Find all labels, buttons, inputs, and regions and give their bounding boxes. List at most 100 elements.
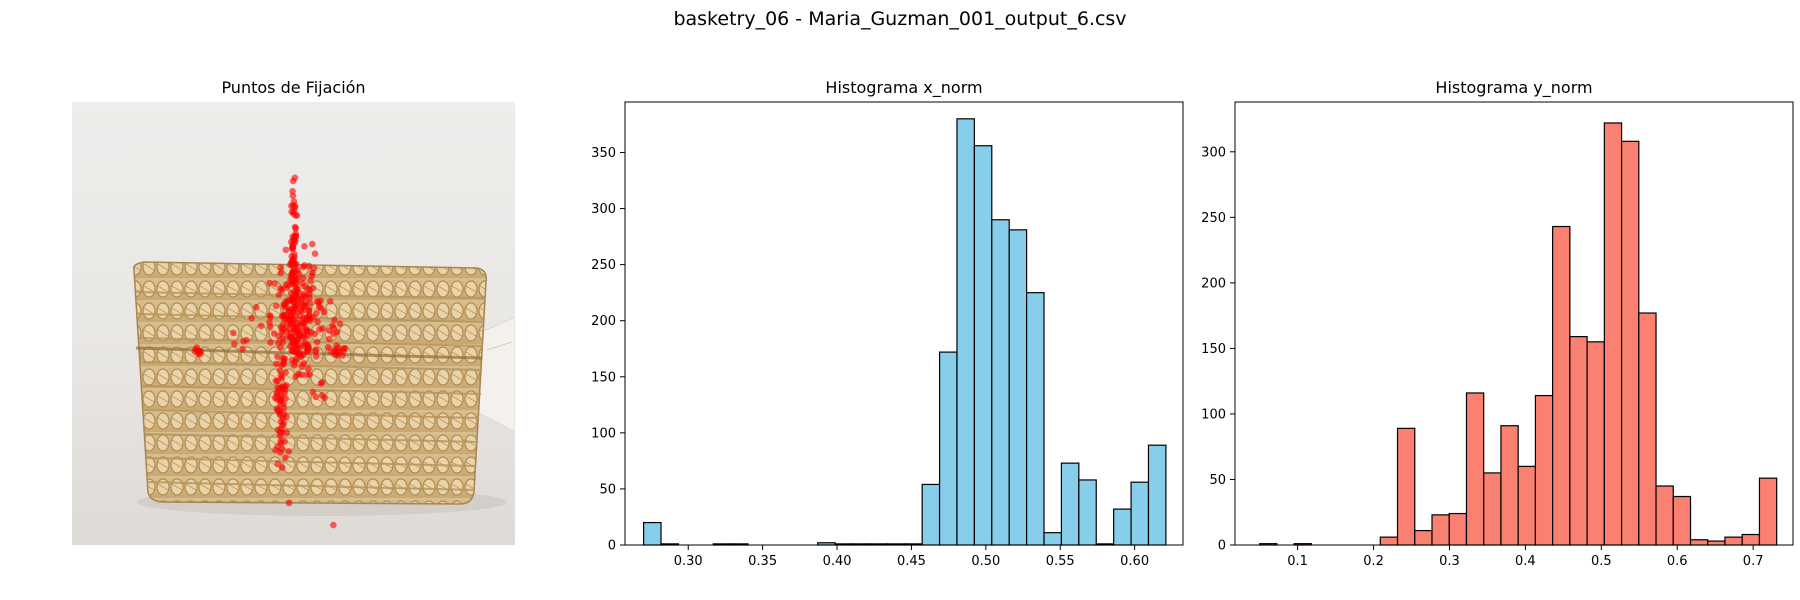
fixation-point	[293, 355, 300, 363]
fixation-point	[274, 377, 281, 385]
x-hist-xtick-label: 0.30	[674, 554, 703, 569]
fixation-point	[288, 253, 295, 260]
y-hist-bars	[1259, 122, 1778, 546]
fixation-point	[282, 454, 289, 461]
y-hist-bar	[1500, 425, 1519, 546]
fixation-point	[331, 316, 338, 324]
x-hist-bar	[851, 543, 871, 546]
y-hist-ytick-label: 0	[1218, 539, 1226, 554]
fixation-point	[300, 360, 308, 367]
fixation-point	[279, 421, 286, 429]
panel-title-y-hist: Histograma y_norm	[1435, 78, 1593, 97]
x-hist-bar	[886, 543, 906, 546]
fixation-point	[304, 342, 312, 349]
fixation-points	[191, 174, 349, 529]
fixation-point	[231, 340, 238, 348]
y-hist-bar	[1534, 394, 1554, 546]
fixation-point	[314, 318, 321, 326]
fixation-point	[293, 276, 300, 284]
y-hist-bar	[1638, 312, 1657, 546]
fixation-point	[266, 312, 274, 319]
x-hist-bar	[938, 351, 958, 546]
fixation-point	[289, 270, 296, 278]
x-hist-bar	[904, 543, 923, 546]
fixation-point	[330, 330, 337, 338]
y-hist-bar	[1569, 336, 1588, 546]
fixation-point	[277, 264, 284, 271]
y-hist-bar	[1672, 495, 1692, 546]
x-hist-bar	[834, 543, 854, 546]
fixation-point	[272, 302, 280, 310]
fixation-point	[309, 388, 317, 396]
fixation-point	[295, 342, 303, 349]
y-hist-bar	[1741, 533, 1761, 546]
fixation-point	[275, 291, 283, 299]
y-hist-bar	[1465, 392, 1485, 546]
fixation-point	[309, 269, 316, 276]
fixation-point	[274, 460, 281, 468]
fixation-point	[293, 320, 301, 327]
figure-title: basketry_06 - Maria_Guzman_001_output_6.…	[673, 8, 1127, 30]
fixation-point	[271, 280, 279, 288]
y-hist-xticks: 0.1 0.2 0.3 0.4 0.5 0.6 0.7	[1287, 545, 1763, 569]
fixation-point	[277, 344, 284, 351]
fixation-point	[248, 314, 255, 322]
x-hist-yticks: 0 50 100 150 200 250 300 350	[591, 146, 625, 554]
y-hist-bar	[1517, 465, 1537, 546]
fixation-point	[277, 397, 284, 404]
fixation-point	[243, 336, 250, 344]
x-hist-bar	[817, 542, 836, 546]
fixation-point	[321, 308, 328, 316]
x-hist-bar	[660, 543, 680, 546]
fixation-point	[312, 393, 320, 401]
x-hist-bar	[1113, 508, 1132, 546]
basket-image	[132, 261, 488, 505]
y-hist-bar	[1620, 140, 1640, 546]
fixation-point	[253, 304, 260, 311]
fixation-point	[239, 345, 246, 353]
fixation-point	[299, 274, 307, 282]
fixation-point	[318, 392, 326, 399]
fixation-point	[301, 243, 308, 250]
fixation-image	[72, 102, 515, 545]
y-hist-ytick-label: 300	[1201, 145, 1226, 160]
y-hist-bar	[1689, 539, 1709, 546]
y-hist-xtick-label: 0.1	[1287, 554, 1308, 569]
fixation-point	[280, 354, 287, 362]
fixation-point	[300, 290, 307, 298]
x-hist-bar	[1078, 479, 1097, 546]
y-hist-ytick-label: 50	[1209, 473, 1226, 488]
x-hist-bar	[1130, 481, 1150, 546]
y-hist-ytick-label: 150	[1201, 342, 1226, 357]
fixation-point	[275, 332, 282, 340]
y-hist-xtick-label: 0.4	[1515, 554, 1536, 569]
x-hist-ytick-label: 300	[591, 202, 616, 217]
fixation-point	[300, 351, 307, 358]
y-hist-bar	[1552, 225, 1571, 546]
fixation-point	[308, 240, 316, 248]
x-hist-bar	[973, 145, 993, 546]
x-hist-xtick-label: 0.55	[1046, 554, 1075, 569]
fixation-point	[282, 246, 290, 254]
x-hist-bar	[1147, 444, 1167, 546]
fixation-point	[281, 383, 288, 390]
fixation-point	[289, 187, 296, 195]
fixation-point	[294, 349, 302, 357]
y-hist-xtick-label: 0.6	[1667, 554, 1688, 569]
fixation-point	[292, 373, 299, 380]
fixation-point	[299, 263, 307, 271]
y-hist-bar	[1586, 341, 1605, 546]
y-hist-bar	[1724, 536, 1743, 546]
fixation-point	[304, 327, 312, 335]
fixation-point	[305, 306, 312, 314]
x-hist-bar	[642, 521, 662, 546]
fixation-point	[292, 232, 300, 240]
y-hist-bar	[1259, 543, 1278, 546]
fixation-point	[293, 260, 300, 268]
fixation-point	[277, 269, 285, 277]
y-hist-xtick-label: 0.5	[1591, 554, 1612, 569]
y-hist-bar	[1396, 427, 1416, 546]
fixation-point	[230, 329, 237, 337]
fixation-point	[311, 250, 319, 258]
fixation-point	[312, 353, 320, 360]
